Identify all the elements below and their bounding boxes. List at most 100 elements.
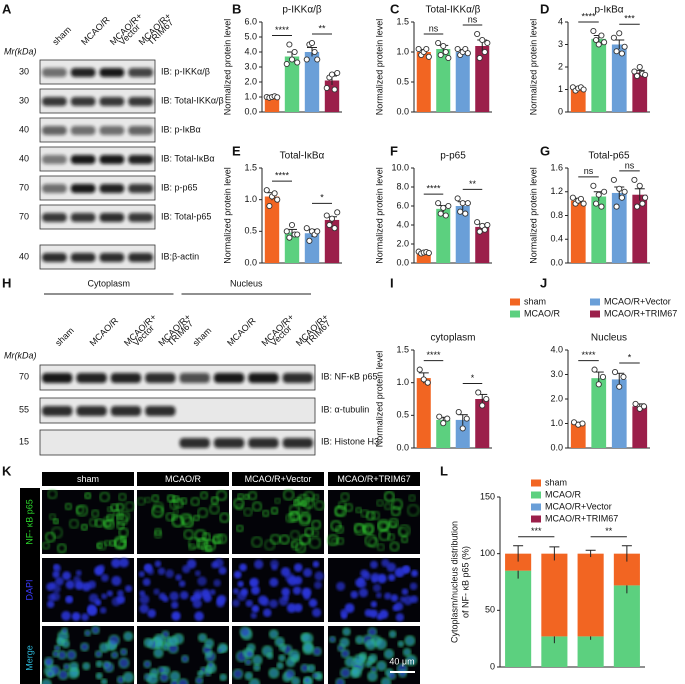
panel-letter: K	[2, 463, 12, 478]
nucleus	[237, 580, 244, 588]
nucleus	[394, 601, 404, 611]
cell	[97, 540, 107, 551]
y-axis-label: Normalized protein level	[222, 19, 232, 116]
blot-band	[110, 373, 142, 383]
cell	[219, 512, 230, 523]
data-point	[306, 237, 313, 244]
blot-band	[42, 184, 67, 193]
cell	[289, 510, 300, 521]
y-tick-label: 0.5	[396, 410, 409, 420]
comparison-label: ****	[426, 350, 441, 360]
cell	[123, 631, 134, 642]
data-point	[311, 48, 318, 56]
y-tick-label: 2.0	[396, 238, 409, 248]
data-point	[328, 215, 336, 222]
data-point	[303, 56, 310, 63]
cell	[364, 534, 378, 547]
nucleus	[376, 613, 383, 620]
data-point	[331, 86, 338, 93]
y-tick-label: 0.0	[550, 442, 563, 452]
nucleus	[245, 599, 253, 608]
data-point	[423, 45, 430, 53]
cell	[56, 543, 67, 554]
y-tick-label: 0.5	[244, 226, 257, 236]
cell	[197, 670, 205, 678]
nucleus	[360, 569, 369, 578]
bar-segment	[505, 570, 532, 667]
y-tick-label: 4.0	[550, 344, 563, 354]
bar	[455, 52, 470, 112]
nucleus	[314, 571, 324, 581]
data-point	[294, 231, 301, 238]
nucleus	[194, 570, 201, 577]
bar	[304, 233, 320, 263]
cell	[115, 502, 125, 512]
mw-label: 70	[19, 211, 29, 221]
data-point	[334, 209, 341, 216]
y-tick-label: 3	[558, 39, 563, 49]
cell	[390, 506, 401, 517]
cell	[205, 544, 213, 553]
data-point	[479, 402, 486, 409]
cell	[219, 673, 228, 682]
cell	[311, 519, 322, 530]
data-point	[595, 381, 602, 388]
cell	[91, 509, 100, 518]
blot-band	[99, 68, 125, 77]
cell	[143, 659, 152, 669]
blot-band	[42, 406, 73, 416]
y-tick-label: 0	[490, 661, 495, 671]
y-tick-label: 0.0	[550, 257, 563, 267]
blot-band	[128, 155, 153, 164]
cell	[143, 637, 154, 648]
panel-letter: A	[2, 1, 12, 16]
blot-band	[42, 68, 67, 77]
data-point	[569, 194, 576, 201]
nucleus	[119, 557, 129, 568]
bar	[611, 44, 627, 112]
bar	[611, 379, 627, 448]
cell	[210, 496, 219, 505]
cell	[245, 649, 255, 659]
cell	[48, 513, 57, 521]
cell	[232, 668, 244, 680]
data-point	[595, 191, 602, 198]
cell	[330, 537, 338, 545]
nucleus	[147, 568, 155, 576]
y-tick-label: 4.0	[244, 46, 257, 56]
nucleus	[65, 595, 73, 603]
column-header: sham	[77, 474, 99, 484]
cell	[40, 678, 52, 684]
comparison-label: ns	[468, 14, 478, 24]
cell	[404, 635, 416, 647]
cell	[198, 540, 206, 548]
legend-label: sham	[545, 477, 567, 487]
nucleus	[240, 588, 249, 596]
cell	[303, 676, 311, 684]
data-point	[481, 226, 488, 233]
nucleus	[301, 587, 312, 598]
bar	[416, 252, 431, 263]
blot-band	[99, 184, 125, 193]
nucleus	[111, 575, 122, 586]
nucleus	[344, 603, 355, 614]
y-tick-label: 0.5	[396, 76, 409, 86]
nucleus	[401, 565, 410, 574]
data-point	[274, 196, 281, 203]
data-point	[595, 41, 602, 48]
y-tick-label: 0.0	[244, 106, 257, 116]
data-point	[437, 51, 444, 59]
cell	[360, 509, 370, 518]
data-point	[286, 234, 293, 241]
legend-swatch	[590, 310, 600, 318]
cell	[43, 656, 54, 667]
chart-title: Total-IKKα/β	[426, 5, 481, 16]
cell	[279, 534, 290, 545]
comparison-label: ****	[581, 11, 596, 21]
data-point	[613, 48, 620, 55]
legend-swatch	[531, 491, 541, 499]
legend-swatch	[531, 503, 541, 511]
lane-label: MCAO/R	[79, 14, 112, 47]
data-point	[484, 221, 491, 229]
